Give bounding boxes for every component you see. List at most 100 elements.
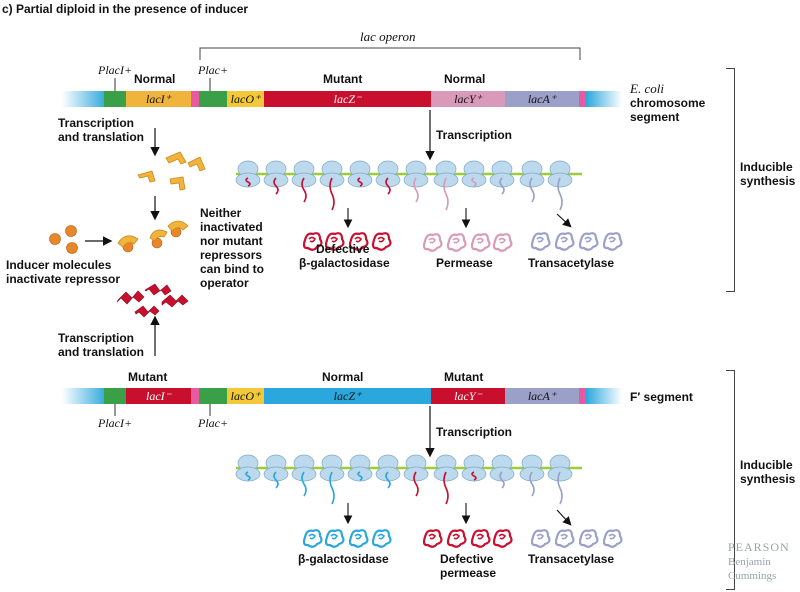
tt-bot-line1: Transcription — [58, 331, 135, 345]
top-gene-laco: lacO⁺ — [230, 92, 261, 106]
top-protein-y-3 — [492, 233, 513, 252]
top-product-a: Transacetylase — [528, 256, 615, 270]
tt-bot-line2: and translation — [58, 345, 145, 359]
neither-line-4: can bind to — [200, 262, 264, 276]
top-synthesis-line1: Inducible — [740, 160, 793, 174]
bot-status-lacy: Mutant — [444, 370, 484, 384]
neither-line-3: repressors — [200, 248, 263, 262]
top-ribosome-10 — [519, 160, 545, 203]
top-status-lacz: Mutant — [323, 72, 363, 86]
bottom-ribosome-row — [235, 454, 582, 505]
top-ribosome-9 — [489, 160, 515, 195]
top-ribosome-5 — [375, 160, 401, 195]
inactive-repressors — [117, 220, 189, 248]
bot-protein-y-3 — [492, 529, 513, 548]
inducer-line2: inactivate repressor — [6, 272, 121, 286]
bottom-ribosome-6 — [403, 454, 429, 497]
top-protein-z-1 — [324, 232, 345, 251]
bot-synthesis-line1: Inducible — [740, 458, 793, 472]
segment-line2: chromosome — [630, 96, 706, 110]
bot-protein-y-1 — [446, 529, 467, 548]
bottom-ribosome-11 — [547, 454, 573, 505]
bot-protein-z-3 — [371, 529, 392, 548]
top-product-y: Permease — [436, 256, 493, 270]
bot-gene-laca: lacA⁺ — [527, 389, 557, 403]
bot-status-lacz: Normal — [322, 370, 364, 384]
top-protein-a-3 — [602, 232, 623, 251]
top-promoter-laci: PlacI+ — [98, 63, 133, 77]
top-protein-y-0 — [422, 233, 443, 252]
bottom-synthesis-bracket — [726, 370, 735, 590]
neither-line-5: operator — [200, 276, 249, 290]
top-dna-bar — [62, 78, 622, 107]
bot-protein-a-0 — [530, 529, 551, 548]
segment-line3: segment — [630, 110, 680, 124]
bottom-products — [302, 529, 623, 548]
bot-protein-z-1 — [324, 529, 345, 548]
inducer-molecules — [49, 225, 182, 254]
repressor-normal-group — [137, 151, 206, 191]
top-protein-z-0 — [302, 232, 323, 251]
bottom-ribosome-9 — [489, 454, 515, 489]
top-promoter-lac: Plac+ — [198, 63, 229, 77]
bot-gene-lacy: lacY⁻ — [454, 389, 482, 403]
bot-product-y-line1: Defective — [440, 552, 494, 566]
publisher-line2: Benjamin — [728, 556, 771, 568]
bottom-ribosome-2 — [291, 454, 317, 497]
top-protein-y-2 — [470, 233, 491, 252]
top-ribosome-7 — [433, 160, 459, 211]
neither-line-1: inactivated — [200, 220, 263, 234]
bot-synthesis-line2: synthesis — [740, 472, 796, 486]
bot-status-laci: Mutant — [128, 370, 168, 384]
bot-product-z: β-galactosidase — [298, 552, 389, 566]
bot-protein-y-0 — [422, 529, 443, 548]
bot-product-y-line2: permease — [440, 566, 497, 580]
top-synthesis-bracket — [726, 68, 735, 292]
top-protein-a-0 — [530, 232, 551, 251]
neither-line-0: Neither — [200, 206, 242, 220]
bottom-ribosome-4 — [347, 454, 373, 482]
top-ribosome-2 — [291, 160, 317, 203]
repressor-mutant-group — [116, 283, 189, 318]
bot-promoter-laci: PlacI+ — [98, 416, 133, 430]
top-product-z-line2: β-galactosidase — [299, 256, 390, 270]
top-ribosome-0 — [235, 160, 261, 188]
tt-top-line1: Transcription — [58, 116, 135, 130]
top-protein-z-3 — [371, 232, 392, 251]
publisher-line1: PEARSON — [728, 540, 790, 554]
top-products — [302, 232, 623, 252]
bottom-ribosome-5 — [375, 454, 401, 489]
bot-protein-a-2 — [578, 529, 599, 548]
figure-title: c) Partial diploid in the presence of in… — [2, 2, 249, 16]
bottom-ribosome-7 — [433, 454, 459, 505]
bot-protein-y-2 — [470, 529, 491, 548]
top-protein-y-1 — [446, 233, 467, 252]
operon-label: lac operon — [360, 30, 415, 44]
top-gene-lacz: lacZ⁻ — [333, 92, 362, 106]
bot-protein-a-1 — [554, 529, 575, 548]
top-gene-laci: lacI⁺ — [146, 92, 171, 106]
top-gene-laca: lacA⁺ — [527, 92, 557, 106]
top-protein-a-1 — [554, 232, 575, 251]
top-ribosome-6 — [403, 160, 429, 203]
neither-line-2: nor mutant — [200, 234, 263, 248]
tt-top-line2: and translation — [58, 130, 145, 144]
segment-italic: E. coli — [630, 81, 664, 96]
bot-protein-z-2 — [348, 529, 369, 548]
bot-segment-label: F′ segment — [630, 390, 693, 404]
bot-promoter-lac: Plac+ — [198, 416, 229, 430]
bot-protein-a-3 — [602, 529, 623, 548]
bottom-ribosome-8 — [461, 454, 487, 482]
bottom-ribosome-0 — [235, 454, 261, 482]
top-protein-a-2 — [578, 232, 599, 251]
top-product-z-line1: Defective — [316, 242, 370, 256]
bot-gene-laco: lacO⁺ — [230, 389, 261, 403]
operon-label-text: lac operon — [360, 29, 416, 44]
bottom-ribosome-3 — [319, 454, 345, 505]
bot-product-a: Transacetylase — [528, 552, 615, 566]
top-status-lacy: Normal — [444, 72, 486, 86]
bot-gene-lacz: lacZ⁺ — [333, 389, 362, 403]
top-ribosome-11 — [547, 160, 573, 211]
operon-bracket — [199, 47, 581, 60]
